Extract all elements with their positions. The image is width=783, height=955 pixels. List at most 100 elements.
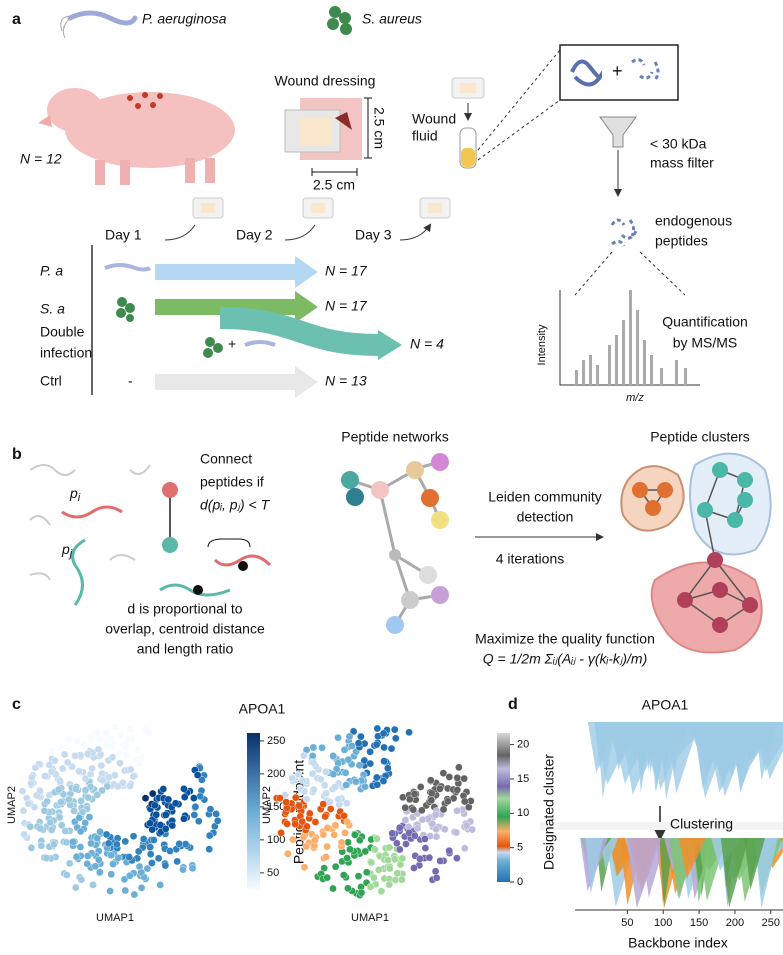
- umap-point: [416, 855, 424, 863]
- peptide-label: pj: [61, 541, 73, 560]
- umap-point: [159, 785, 168, 793]
- umap-point: [146, 819, 154, 828]
- umap-point: [300, 787, 309, 796]
- umap-point: [277, 829, 285, 837]
- umap-point: [31, 763, 40, 772]
- umap-point: [148, 825, 157, 834]
- umap-point: [125, 853, 133, 861]
- umap-point: [398, 854, 407, 863]
- label: 2.5 cm: [313, 177, 355, 193]
- umap-point: [94, 855, 103, 864]
- umap-point: [342, 781, 350, 789]
- umap-point: [168, 821, 177, 830]
- panel-a-art: +: [38, 6, 700, 398]
- umap-point: [380, 757, 388, 765]
- umap-point: [445, 846, 454, 855]
- umap-point: [410, 790, 419, 798]
- umap-point: [41, 772, 49, 780]
- panel-title: APOA1: [642, 697, 689, 713]
- panel-label: c: [12, 696, 21, 713]
- umap-point: [156, 821, 165, 829]
- umap-point: [291, 820, 299, 828]
- label: Q = 1/2m Σᵢⱼ(Aᵢⱼ - γ(kᵢ-kⱼ)/m): [483, 651, 647, 667]
- umap-point: [77, 875, 86, 884]
- label: Day 2: [236, 227, 273, 243]
- umap-point: [427, 789, 436, 798]
- umap-point: [323, 842, 331, 851]
- label: N = 17: [325, 263, 368, 279]
- tick-label: 250: [762, 917, 780, 929]
- umap-point: [98, 776, 107, 785]
- umap-point: [300, 863, 309, 872]
- umap-point: [166, 847, 174, 855]
- umap-point: [126, 725, 134, 733]
- label: S. a: [40, 301, 65, 317]
- umap-point: [126, 782, 134, 790]
- umap-point: [309, 743, 318, 752]
- umap-point: [366, 747, 374, 756]
- label: Wound: [412, 111, 456, 127]
- tick-label: 150: [267, 801, 285, 813]
- label: < 30 kDa: [650, 136, 707, 152]
- umap-point: [340, 812, 348, 820]
- legend: P. aeruginosa: [142, 11, 227, 27]
- umap-point: [121, 837, 130, 846]
- umap-point: [436, 857, 444, 865]
- panel-title: APOA1: [239, 701, 286, 717]
- umap-point: [344, 838, 352, 847]
- umap-point: [341, 769, 350, 777]
- umap-point: [42, 854, 51, 862]
- umap-point: [460, 797, 469, 806]
- umap-point: [405, 728, 413, 737]
- umap-point: [326, 805, 335, 813]
- umap-point: [387, 744, 396, 753]
- peptide-stack: [669, 722, 684, 777]
- umap-point: [134, 746, 142, 754]
- umap-point: [357, 732, 365, 741]
- umap-point: [76, 843, 85, 851]
- umap-point: [340, 746, 349, 754]
- umap-point: [146, 843, 154, 851]
- umap-point: [175, 840, 184, 848]
- umap-point: [55, 813, 64, 822]
- umap-point: [303, 822, 311, 831]
- umap-point: [78, 808, 87, 816]
- umap-point: [300, 751, 308, 760]
- umap-point: [329, 752, 337, 760]
- umap-point: [334, 795, 343, 803]
- umap-point: [65, 859, 74, 868]
- umap-point: [377, 887, 386, 896]
- umap-point: [116, 731, 125, 739]
- umap-point: [439, 805, 448, 814]
- umap-point: [198, 776, 206, 784]
- umap-point: [71, 752, 79, 760]
- umap-point: [390, 855, 399, 863]
- label: Maximize the quality function: [475, 631, 655, 647]
- panel-cd-art: [247, 733, 783, 911]
- umap-point: [395, 823, 404, 832]
- umap-point: [341, 829, 349, 837]
- umap-point: [393, 869, 402, 878]
- axis-label: UMAP2: [6, 786, 18, 824]
- umap-point: [62, 838, 71, 847]
- label: infection: [40, 345, 92, 361]
- umap-point: [354, 872, 363, 880]
- umap-point: [319, 830, 328, 839]
- umap-point: [411, 832, 419, 840]
- umap-point: [43, 797, 51, 806]
- umap-point: [137, 884, 146, 892]
- label: Intensity: [536, 324, 548, 365]
- umap-point: [109, 860, 117, 868]
- umap-point: [148, 789, 157, 798]
- umap-point: [453, 774, 462, 782]
- umap-point: [179, 865, 187, 874]
- umap-point: [366, 883, 375, 891]
- label: by MS/MS: [673, 335, 738, 351]
- label: +: [228, 336, 236, 352]
- peptide-stack: [744, 838, 766, 890]
- umap-point: [413, 824, 422, 833]
- umap-point: [460, 774, 468, 783]
- umap-point: [379, 729, 388, 738]
- umap-point: [289, 835, 297, 844]
- generated: a P. aeruginosa S. aureus N = 12 Wound dress…: [6, 11, 783, 951]
